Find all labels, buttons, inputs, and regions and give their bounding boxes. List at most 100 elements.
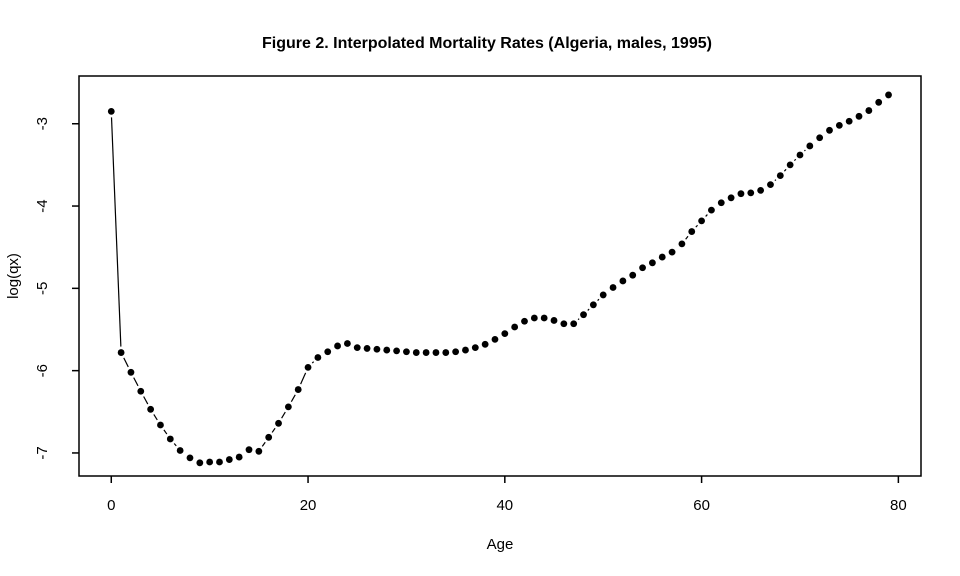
connector-segment (153, 414, 158, 421)
data-point (845, 117, 853, 125)
data-point (717, 199, 725, 207)
data-point (166, 435, 174, 443)
data-point (432, 349, 440, 356)
data-point (462, 346, 469, 354)
data-point (826, 126, 833, 134)
data-point (383, 346, 391, 354)
data-point (816, 134, 824, 142)
connector-segment (783, 168, 787, 172)
data-point (796, 151, 804, 159)
data-point (530, 314, 538, 322)
data-point (442, 349, 450, 356)
data-point (776, 172, 784, 179)
data-point (708, 206, 715, 214)
data-point (157, 421, 164, 429)
y-axis-ticks: -3 -4 -5 -6 -7 (34, 117, 79, 460)
data-point (481, 340, 489, 348)
data-point (767, 181, 774, 189)
x-axis-ticks: 0 20 40 60 80 (107, 476, 907, 514)
data-point (107, 107, 115, 115)
data-point (609, 284, 617, 291)
data-point (422, 349, 430, 356)
connector-segment (143, 396, 149, 405)
data-point (186, 454, 194, 462)
connector-segment (793, 158, 797, 162)
data-point (835, 121, 843, 129)
data-point (235, 453, 243, 461)
data-point (412, 349, 420, 356)
data-point (806, 142, 814, 150)
data-point (176, 447, 184, 454)
interpolation-line-segments (110, 117, 806, 447)
connector-segment (163, 429, 168, 435)
y-tick-label: -4 (34, 199, 51, 212)
data-point (294, 386, 302, 393)
connector-segment (803, 149, 806, 152)
data-point (127, 368, 135, 376)
data-points (107, 91, 892, 467)
data-point (875, 98, 883, 106)
data-point (540, 314, 548, 322)
data-point (471, 344, 479, 352)
data-point (580, 311, 587, 319)
data-point (393, 347, 400, 355)
data-point (225, 456, 233, 463)
connector-segment (123, 357, 129, 368)
y-tick-label: -5 (34, 282, 51, 295)
x-tick-label: 0 (107, 497, 115, 514)
data-point (501, 330, 509, 338)
data-point (885, 91, 892, 99)
y-axis-label: log(qx) (5, 253, 22, 299)
connector-segment (110, 117, 122, 347)
data-point (275, 419, 282, 427)
data-point (245, 446, 253, 454)
data-point (649, 259, 656, 267)
data-point (698, 217, 705, 225)
data-point (599, 291, 607, 299)
data-point (521, 317, 528, 325)
connector-segment (271, 427, 276, 433)
data-point (255, 447, 263, 455)
data-point (117, 349, 125, 356)
data-point (373, 345, 381, 353)
x-axis-label: Age (487, 536, 514, 553)
data-point (137, 387, 145, 395)
connector-segment (300, 372, 307, 385)
data-point (678, 240, 686, 248)
x-tick-label: 20 (300, 497, 317, 514)
connector-segment (261, 441, 266, 447)
data-point (589, 301, 597, 309)
y-tick-label: -3 (34, 117, 51, 130)
data-point (284, 403, 292, 411)
connector-segment (281, 411, 286, 419)
connector-segment (577, 318, 580, 321)
data-point (324, 348, 332, 356)
data-point (550, 317, 558, 324)
plot-area-border (78, 75, 922, 477)
x-tick-label: 80 (890, 497, 907, 514)
y-tick-label: -7 (34, 446, 51, 459)
data-point (786, 161, 794, 169)
connector-segment (774, 179, 777, 182)
data-point (511, 323, 519, 331)
data-point (560, 320, 568, 328)
data-point (491, 335, 499, 343)
data-point (403, 348, 410, 356)
connector-segment (597, 298, 600, 301)
data-point (688, 228, 696, 235)
data-point (619, 277, 627, 285)
data-point (206, 458, 214, 466)
data-point (216, 458, 223, 466)
connector-segment (133, 377, 139, 387)
data-point (353, 344, 361, 352)
data-point (629, 271, 637, 279)
chart-title: Figure 2. Interpolated Mortality Rates (… (262, 35, 712, 52)
data-point (344, 340, 351, 347)
data-point (334, 342, 341, 350)
connector-segment (685, 235, 689, 240)
data-point (639, 264, 646, 272)
data-point (570, 320, 578, 328)
data-point (452, 348, 460, 356)
